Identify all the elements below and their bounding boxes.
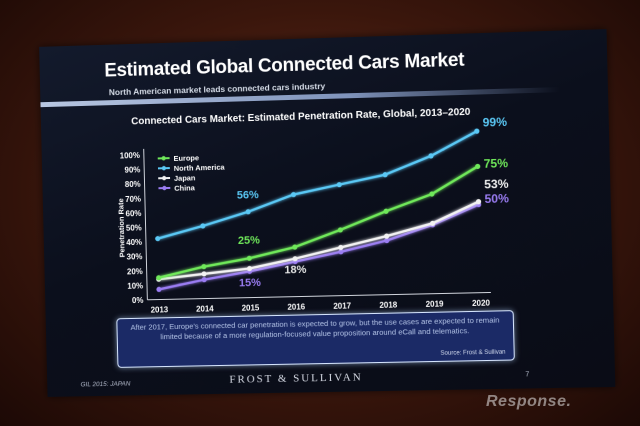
- data-label: 50%: [484, 191, 509, 206]
- x-tick-label: 2014: [196, 304, 214, 313]
- legend-marker: [162, 166, 166, 170]
- data-point: [201, 264, 206, 269]
- y-tick-label: 100%: [120, 151, 140, 161]
- y-tick-label: 30%: [127, 252, 143, 261]
- source-text: Source: Frost & Sullivan: [440, 348, 505, 359]
- x-tick-label: 2013: [151, 305, 169, 314]
- data-label: 15%: [239, 277, 261, 290]
- note-box: After 2017, Europe's connected car penet…: [116, 310, 515, 368]
- data-label: 25%: [238, 234, 260, 247]
- data-point: [155, 236, 160, 241]
- x-tick-label: 2019: [426, 299, 445, 308]
- legend-label: China: [174, 183, 196, 193]
- x-tick-label: 2018: [379, 300, 398, 309]
- y-tick-label: 70%: [125, 194, 141, 203]
- legend-marker: [162, 176, 166, 180]
- legend-label: North America: [174, 163, 226, 173]
- legend-marker: [161, 156, 165, 160]
- y-tick-label: 80%: [125, 180, 141, 189]
- data-point: [202, 277, 207, 282]
- y-tick-label: 90%: [124, 165, 140, 174]
- y-tick-label: 40%: [126, 238, 142, 247]
- note-text: After 2017, Europe's connected car penet…: [123, 315, 507, 343]
- data-label: 18%: [284, 264, 307, 277]
- page-number: 7: [525, 371, 529, 378]
- x-tick-label: 2015: [242, 303, 260, 312]
- data-point: [247, 256, 252, 261]
- watermark-logo: Response.: [486, 393, 571, 411]
- series-line-china: [157, 205, 480, 290]
- x-tick-label: 2016: [287, 302, 306, 311]
- y-tick-label: 10%: [127, 281, 143, 290]
- brand-logo-text: FROST & SULLIVAN: [229, 371, 363, 385]
- data-label: 75%: [484, 156, 509, 171]
- y-tick-label: 50%: [126, 223, 142, 232]
- y-axis-label: Penetration Rate: [116, 198, 126, 257]
- x-tick-label: 2017: [333, 301, 352, 310]
- y-tick-label: 60%: [125, 209, 141, 218]
- x-tick-label: 2020: [472, 298, 491, 307]
- y-tick-label: 0%: [132, 296, 144, 305]
- data-point: [384, 233, 389, 238]
- y-axis-line: [144, 149, 148, 300]
- data-point: [338, 245, 343, 250]
- projection-screen: Estimated Global Connected Cars Market N…: [39, 29, 615, 397]
- footer-event-label: GIL 2015: JAPAN: [81, 381, 131, 389]
- data-point: [337, 182, 342, 187]
- data-label: 56%: [237, 189, 259, 202]
- data-point: [200, 223, 205, 228]
- legend-label: Europe: [173, 153, 199, 163]
- data-point: [156, 287, 161, 292]
- legend-marker: [162, 186, 166, 190]
- data-point: [201, 271, 206, 276]
- legend-label: Japan: [174, 173, 196, 183]
- data-label: 99%: [483, 115, 508, 130]
- data-label: 53%: [484, 177, 509, 192]
- y-tick-label: 20%: [127, 267, 143, 276]
